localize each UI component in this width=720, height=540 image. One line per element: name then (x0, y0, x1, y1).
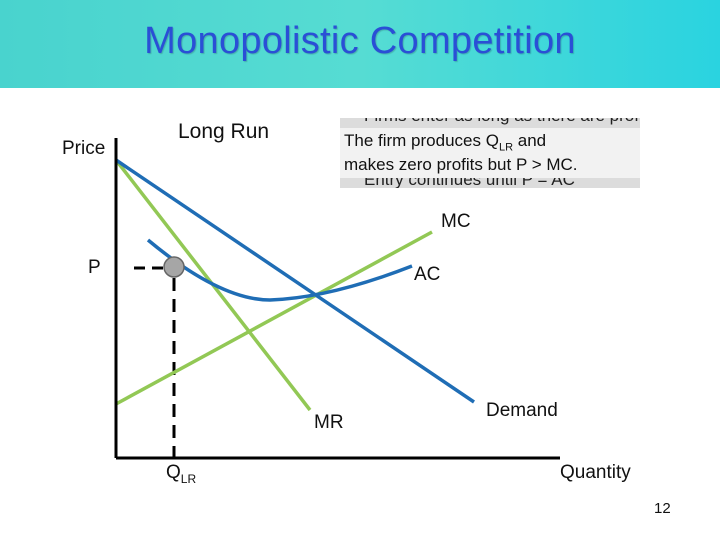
page-number: 12 (654, 500, 671, 517)
explanation-line-2: makes zero profits but P > MC. (344, 155, 578, 174)
ac-label: AC (414, 264, 441, 285)
y-axis-label: Price (62, 138, 106, 159)
explanation-line-1: The firm produces QLR and (344, 131, 547, 154)
explanation-text-box: The firm produces QLR and makes zero pro… (340, 128, 640, 178)
title-banner (0, 0, 720, 88)
mr-label: MR (314, 412, 344, 433)
mc-label: MC (441, 211, 471, 232)
demand-label: Demand (486, 400, 558, 421)
long-run-label: Long Run (178, 120, 270, 143)
x-axis-label: Quantity (560, 462, 631, 483)
price-marker-label: P (88, 257, 101, 278)
demand-curve (115, 158, 475, 404)
hidden-text-line-1: Firms enter as long as there are profits… (364, 118, 640, 126)
equilibrium-point (163, 256, 185, 278)
ac-curve (146, 238, 413, 302)
mc-curve (115, 230, 433, 406)
slide-title: Monopolistic Competition (144, 20, 576, 62)
quantity-marker-label: QLR (166, 462, 197, 486)
